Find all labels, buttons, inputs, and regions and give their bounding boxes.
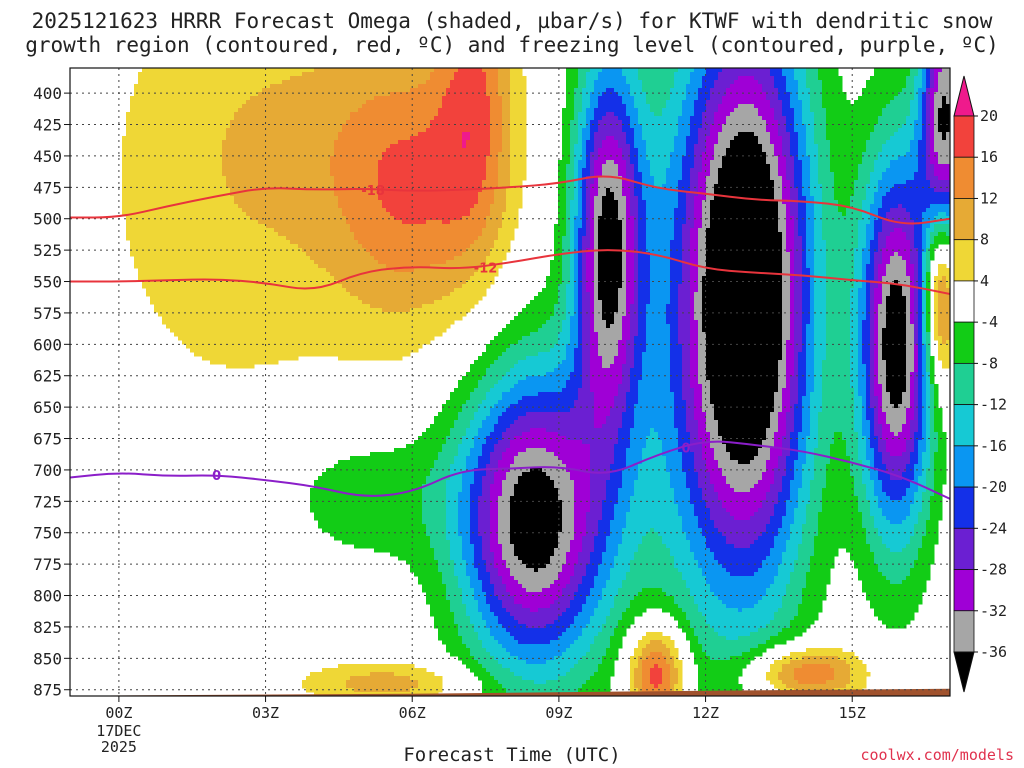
y-tick-label: 725: [33, 492, 62, 511]
colorbar-segment: [953, 198, 975, 241]
colorbar-tick-label: 12: [980, 189, 998, 207]
x-tick-label: 15Z: [839, 704, 866, 722]
colorbar-tick-label: -16: [980, 437, 1007, 455]
colorbar-tick-label: 4: [980, 272, 989, 290]
x-tick-label: 12Z: [692, 704, 719, 722]
colorbar-segment: [953, 239, 975, 282]
x-tick-label: 03Z: [252, 704, 279, 722]
contours: -18 -12 0 0: [70, 175, 950, 500]
colorbar-segment: [953, 610, 975, 653]
colorbar-segment: [953, 280, 975, 323]
contour-label-dendritic-bottom: -12: [474, 262, 498, 277]
y-tick-label: 600: [33, 335, 62, 354]
terrain: [70, 688, 950, 696]
colorbar-segment: [953, 404, 975, 447]
colorbar-segment: [953, 115, 975, 158]
contour-label-freezing-level: 0: [681, 441, 690, 456]
y-tick-label: 475: [33, 178, 62, 197]
colorbar-tick-label: -4: [980, 313, 998, 331]
y-tick-label: 525: [33, 241, 62, 260]
y-tick-label: 675: [33, 430, 62, 449]
contour-freezing-level: [70, 440, 950, 500]
colorbar-top-extend: [953, 75, 975, 117]
terrain-fill: [70, 688, 950, 696]
y-tick-label: 500: [33, 210, 62, 229]
colorbar-segment: [953, 569, 975, 612]
contour-label-freezing-level: 0: [212, 469, 221, 484]
colorbar-tick-label: -28: [980, 561, 1007, 579]
colorbar-segment: [953, 321, 975, 364]
y-tick-label: 750: [33, 524, 62, 543]
contour-dendritic-bottom: [70, 249, 950, 296]
contour-label-dendritic-top: -18: [361, 184, 385, 199]
y-axis: 400 425 450 475 500 525 550 575 600 625 650 675 700 7…: [33, 84, 70, 700]
x-tick-label: 00Z: [105, 704, 132, 722]
plot-frame: [69, 67, 951, 697]
colorbar-tick-label: 20: [980, 107, 998, 125]
chart-title-line-1: 2025121623 HRRR Forecast Omega (shaded, …: [31, 9, 993, 33]
colorbar-segment: [953, 486, 975, 529]
colorbar-segment: [953, 445, 975, 488]
x-date-label: 17DEC: [96, 722, 141, 740]
colorbar-segment: [953, 156, 975, 199]
colorbar-tick-label: 16: [980, 148, 998, 166]
y-tick-label: 650: [33, 398, 62, 417]
colorbar-tick-label: -32: [980, 602, 1007, 620]
colorbar-tick-label: -20: [980, 478, 1007, 496]
x-tick-label: 06Z: [399, 704, 426, 722]
colorbar-tick-label: 8: [980, 231, 989, 249]
y-tick-label: 700: [33, 461, 62, 480]
y-tick-label: 825: [33, 618, 62, 637]
y-tick-label: 875: [33, 681, 62, 700]
x-date-label: 2025: [101, 738, 137, 756]
colorbar-tick-label: -8: [980, 354, 998, 372]
y-tick-label: 550: [33, 273, 62, 292]
y-tick-label: 625: [33, 367, 62, 386]
credit-text: coolwx.com/models: [860, 746, 1014, 764]
y-tick-label: 425: [33, 116, 62, 135]
colorbar-segment: [953, 362, 975, 406]
grid: [70, 68, 950, 696]
y-tick-label: 400: [33, 84, 62, 103]
chart-title-line-2: growth region (contoured, red, ºC) and f…: [25, 33, 999, 57]
colorbar-tick-label: -36: [980, 643, 1007, 661]
y-tick-label: 450: [33, 147, 62, 166]
omega-shading: [122, 68, 950, 696]
y-tick-label: 575: [33, 304, 62, 323]
contour-dendritic-top: [70, 175, 950, 225]
colorbar-bottom-extend: [953, 651, 975, 693]
colorbar-segment: [953, 527, 975, 570]
y-tick-label: 800: [33, 587, 62, 606]
x-axis-label: Forecast Time (UTC): [403, 744, 621, 766]
y-tick-label: 775: [33, 555, 62, 574]
colorbar-tick-label: -12: [980, 396, 1007, 414]
colorbar-tick-label: -24: [980, 519, 1007, 537]
colorbar: 20 16 12 8 4 -4 -8 -12 -16 -20 -24 -28 -32 -36: [953, 75, 1007, 693]
y-tick-label: 850: [33, 649, 62, 668]
x-tick-label: 09Z: [545, 704, 572, 722]
